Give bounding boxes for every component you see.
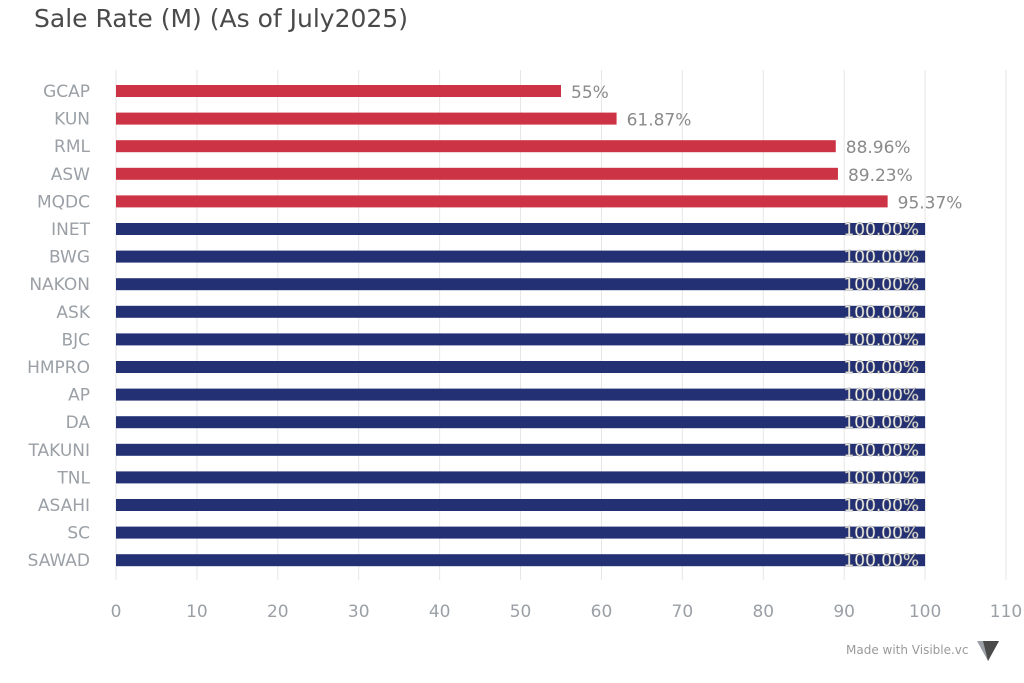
category-label: RML <box>54 137 90 157</box>
labels: 0 10 20 30 40 50 60 70 80 90 100 110 GCAP 55% KUN 61.87… <box>27 82 1022 622</box>
category-label: TAKUNI <box>27 441 90 461</box>
category-label: KUN <box>54 110 90 130</box>
category-label: GCAP <box>43 82 90 102</box>
bar[interactable] <box>116 333 926 346</box>
category-label: BWG <box>49 248 90 268</box>
value-label: 88.96% <box>846 138 911 158</box>
bar[interactable] <box>116 223 926 235</box>
bar[interactable] <box>116 85 561 97</box>
value-label: 55% <box>571 83 609 103</box>
value-label: 100.00% <box>843 551 919 571</box>
value-label: 100.00% <box>843 248 919 268</box>
x-tick-label: 110 <box>990 602 1022 622</box>
x-tick-label: 20 <box>267 602 289 622</box>
category-label: SAWAD <box>28 551 90 571</box>
value-label: 100.00% <box>843 496 919 516</box>
value-label: 100.00% <box>843 330 919 350</box>
category-label: HMPRO <box>27 358 90 378</box>
x-tick-label: 70 <box>672 602 694 622</box>
bar[interactable] <box>116 278 926 291</box>
bar[interactable] <box>116 416 926 429</box>
value-label: 100.00% <box>843 386 919 406</box>
x-tick-label: 100 <box>909 602 941 622</box>
bar[interactable] <box>116 388 926 401</box>
category-label: TNL <box>56 468 90 488</box>
category-label: ASAHI <box>38 496 90 516</box>
category-label: NAKON <box>29 275 90 295</box>
category-label: SC <box>67 524 90 544</box>
visible-logo-icon[interactable] <box>976 640 1000 662</box>
grid-lines <box>115 70 1007 580</box>
x-tick-label: 80 <box>752 602 774 622</box>
bar[interactable] <box>116 195 888 208</box>
bar[interactable] <box>116 499 926 511</box>
value-label: 100.00% <box>843 524 919 544</box>
bar[interactable] <box>116 361 926 373</box>
x-tick-label: 60 <box>591 602 613 622</box>
bar[interactable] <box>116 112 617 125</box>
category-label: ASW <box>51 165 90 185</box>
value-label: 61.87% <box>627 111 692 131</box>
category-label: DA <box>66 413 91 433</box>
value-label: 100.00% <box>843 441 919 461</box>
category-label: AP <box>68 386 90 406</box>
value-label: 89.23% <box>848 166 913 186</box>
category-label: ASK <box>56 303 90 323</box>
bar[interactable] <box>116 305 926 318</box>
bar[interactable] <box>116 167 838 180</box>
x-tick-label: 50 <box>510 602 532 622</box>
category-label: INET <box>51 220 90 240</box>
x-tick-label: 30 <box>348 602 370 622</box>
footer-credit[interactable]: Made with Visible.vc <box>846 643 969 657</box>
value-label: 95.37% <box>898 193 963 213</box>
chart-title: Sale Rate (M) (As of July2025) <box>34 4 408 33</box>
value-label: 100.00% <box>843 275 919 295</box>
value-label: 100.00% <box>843 413 919 433</box>
x-tick-label: 10 <box>186 602 208 622</box>
value-label: 100.00% <box>843 358 919 378</box>
bar[interactable] <box>116 140 836 153</box>
bar[interactable] <box>116 471 926 484</box>
bars <box>116 85 926 567</box>
value-label: 100.00% <box>843 468 919 488</box>
category-label: BJC <box>61 330 90 350</box>
bar[interactable] <box>116 250 926 263</box>
bar[interactable] <box>116 554 926 567</box>
bar[interactable] <box>116 526 926 539</box>
x-tick-label: 90 <box>833 602 855 622</box>
value-label: 100.00% <box>843 220 919 240</box>
x-tick-label: 0 <box>111 602 122 622</box>
category-label: MQDC <box>37 192 90 212</box>
x-tick-label: 40 <box>429 602 451 622</box>
bar[interactable] <box>116 443 926 456</box>
value-label: 100.00% <box>843 303 919 323</box>
